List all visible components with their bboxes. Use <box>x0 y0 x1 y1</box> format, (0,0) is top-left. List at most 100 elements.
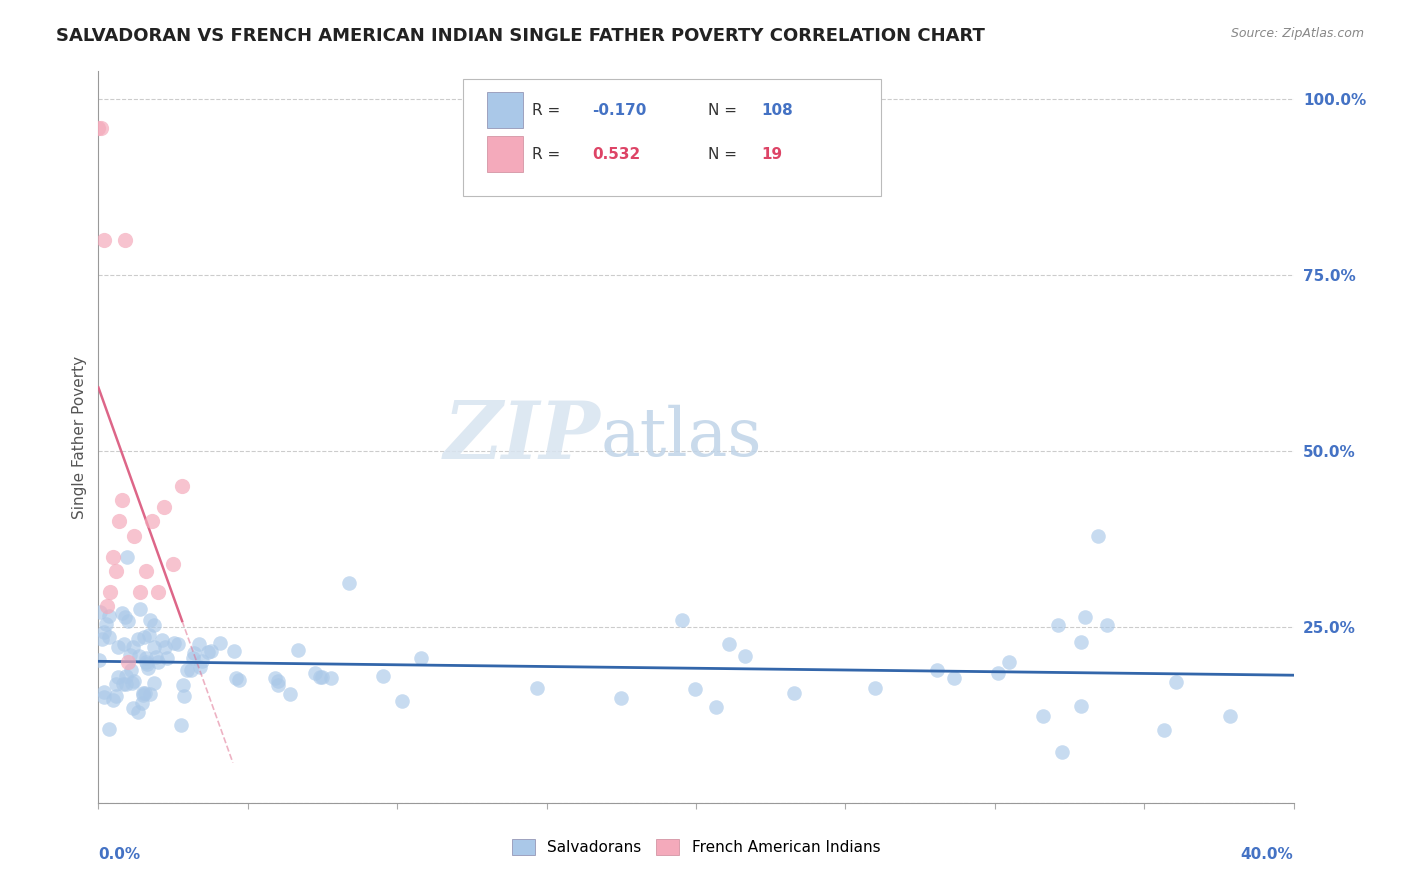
Point <box>671 613 693 627</box>
Point <box>132 686 155 700</box>
Y-axis label: Single Father Poverty: Single Father Poverty <box>72 356 87 518</box>
Point <box>134 686 156 700</box>
Point <box>128 649 150 664</box>
Point <box>264 671 287 685</box>
Point <box>224 644 246 658</box>
Bar <box>486 136 523 172</box>
Point <box>155 640 177 654</box>
Text: R =: R = <box>533 103 561 118</box>
Point <box>150 633 173 648</box>
Point <box>108 515 131 529</box>
Point <box>142 675 165 690</box>
Point <box>1219 708 1241 723</box>
Point <box>135 657 157 671</box>
Point <box>131 696 153 710</box>
Point <box>162 636 184 650</box>
Point <box>167 637 190 651</box>
Point <box>107 640 129 655</box>
Point <box>93 625 115 640</box>
Text: 0.532: 0.532 <box>592 146 640 161</box>
Point <box>142 640 165 655</box>
Point <box>134 630 156 644</box>
Point <box>122 673 145 688</box>
Point <box>97 609 120 624</box>
Point <box>191 654 214 668</box>
Point <box>91 632 114 647</box>
Point <box>96 599 118 613</box>
Bar <box>486 92 523 128</box>
Point <box>117 655 139 669</box>
Point <box>391 694 413 708</box>
Point <box>266 674 288 689</box>
Point <box>526 681 548 695</box>
Point <box>115 677 138 691</box>
Point <box>1050 745 1073 759</box>
Point <box>925 663 948 677</box>
Point <box>683 681 706 696</box>
Point <box>124 528 146 542</box>
Point <box>610 690 633 705</box>
Point <box>103 549 125 564</box>
Point <box>172 479 194 493</box>
Point <box>105 677 128 691</box>
Text: atlas: atlas <box>600 404 762 470</box>
Point <box>136 660 159 674</box>
Point <box>98 722 121 736</box>
Point <box>181 651 204 665</box>
Point <box>225 671 247 685</box>
Point <box>170 718 193 732</box>
Point <box>162 557 184 571</box>
Point <box>409 651 432 665</box>
Point <box>120 663 142 677</box>
Point <box>1070 698 1092 713</box>
Point <box>734 649 756 664</box>
Point <box>942 671 965 685</box>
Point <box>87 120 110 135</box>
Point <box>115 549 138 564</box>
Point <box>135 651 157 665</box>
Point <box>188 637 211 651</box>
Point <box>706 700 728 714</box>
Point <box>139 686 162 700</box>
Point <box>90 120 112 135</box>
Point <box>998 655 1021 669</box>
Point <box>209 636 232 650</box>
Point <box>172 678 194 692</box>
Point <box>93 685 115 699</box>
Text: N =: N = <box>709 103 737 118</box>
Text: 0.0%: 0.0% <box>98 847 141 862</box>
Text: Source: ZipAtlas.com: Source: ZipAtlas.com <box>1230 27 1364 40</box>
Point <box>156 651 179 665</box>
Point <box>183 646 205 660</box>
Text: 40.0%: 40.0% <box>1240 847 1294 862</box>
Point <box>114 610 136 624</box>
Text: SALVADORAN VS FRENCH AMERICAN INDIAN SINGLE FATHER POVERTY CORRELATION CHART: SALVADORAN VS FRENCH AMERICAN INDIAN SIN… <box>56 27 986 45</box>
Point <box>783 686 806 700</box>
Point <box>98 584 122 599</box>
Point <box>180 663 202 677</box>
Point <box>319 671 342 685</box>
Point <box>111 677 134 691</box>
Point <box>98 630 121 644</box>
Point <box>173 689 195 703</box>
Point <box>146 655 169 669</box>
Point <box>117 614 139 628</box>
Point <box>141 515 163 529</box>
Point <box>127 632 149 647</box>
Text: 108: 108 <box>762 103 793 118</box>
Point <box>103 692 125 706</box>
Point <box>148 584 170 599</box>
Point <box>153 500 176 515</box>
Point <box>135 655 157 669</box>
Point <box>114 233 136 247</box>
Point <box>287 643 309 657</box>
Point <box>1032 708 1054 723</box>
Point <box>118 648 141 663</box>
Point <box>373 669 395 683</box>
Text: 19: 19 <box>762 146 783 161</box>
Point <box>145 649 167 664</box>
Point <box>142 618 165 632</box>
Point <box>122 640 145 654</box>
Point <box>105 564 128 578</box>
Point <box>93 690 115 704</box>
